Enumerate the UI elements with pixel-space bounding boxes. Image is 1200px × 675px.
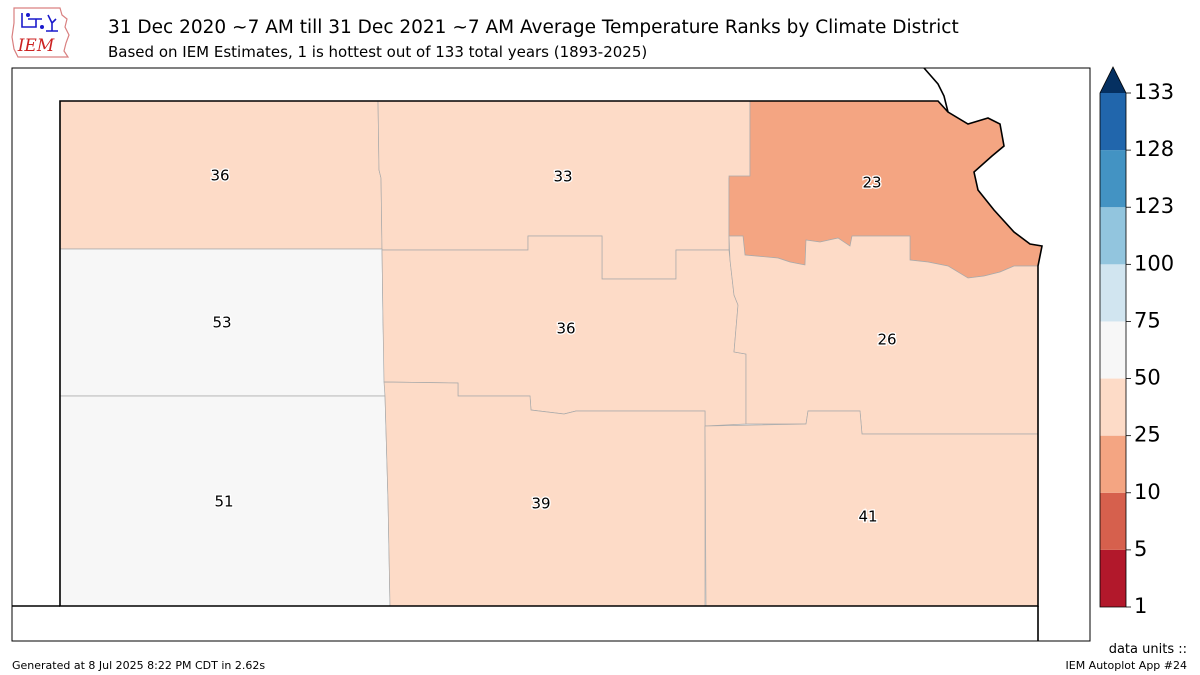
colorbar-tick-label: 25 [1134, 423, 1161, 447]
district-label-southeast: 41 [858, 508, 877, 526]
colorbar-tick-label: 123 [1134, 194, 1174, 218]
state-boundary [12, 67, 1043, 641]
colorbar-tick-label: 133 [1134, 80, 1174, 104]
colorbar-bin [1100, 264, 1126, 322]
chart-title: 31 Dec 2020 ~7 AM till 31 Dec 2021 ~7 AM… [108, 17, 959, 38]
district-label-northeast: 23 [862, 174, 881, 192]
logo-text: IEM [17, 36, 55, 56]
district-label-west-central: 53 [212, 314, 231, 332]
district-label-southwest: 51 [214, 493, 233, 511]
colorbar-extend-arrow [1100, 67, 1126, 93]
colorbar: 1 5 10 25 50 75 100 123 128 133 [1099, 66, 1174, 618]
colorbar-tick-label: 100 [1134, 251, 1174, 275]
colorbar-bin [1100, 150, 1126, 208]
data-units-label: data units :: [1108, 642, 1187, 657]
colorbar-bin [1100, 549, 1126, 607]
app-label: IEM Autoplot App #24 [1065, 659, 1188, 672]
district-polygons [59, 100, 1043, 607]
generated-timestamp: Generated at 8 Jul 2025 8:22 PM CDT in 2… [12, 659, 266, 672]
iem-logo: IEM [11, 7, 70, 58]
colorbar-tick-label: 128 [1134, 137, 1174, 161]
chart-subtitle: Based on IEM Estimates, 1 is hottest out… [108, 43, 648, 61]
colorbar-bin [1100, 378, 1126, 436]
district-label-central: 36 [556, 320, 575, 338]
district-label-east-central: 26 [877, 331, 896, 349]
colorbar-bin [1100, 93, 1126, 151]
colorbar-bin [1100, 321, 1126, 379]
colorbar-bin [1100, 207, 1126, 265]
colorbar-tick-label: 75 [1134, 308, 1161, 332]
colorbar-tick-label: 50 [1134, 366, 1161, 390]
district-label-south-central: 39 [531, 495, 550, 513]
colorbar-tick-label: 5 [1134, 537, 1147, 561]
colorbar-tick-label: 1 [1134, 594, 1147, 618]
district-label-north-central: 33 [553, 168, 572, 186]
colorbar-tick-label: 10 [1134, 480, 1161, 504]
district-south-central [383, 381, 706, 607]
district-label-northwest: 36 [210, 167, 229, 185]
district-east-central [728, 235, 1039, 435]
colorbar-bin [1100, 492, 1126, 550]
district-rank-labels: 36 33 23 53 36 26 51 39 41 [209, 165, 898, 527]
colorbar-bin [1100, 435, 1126, 493]
